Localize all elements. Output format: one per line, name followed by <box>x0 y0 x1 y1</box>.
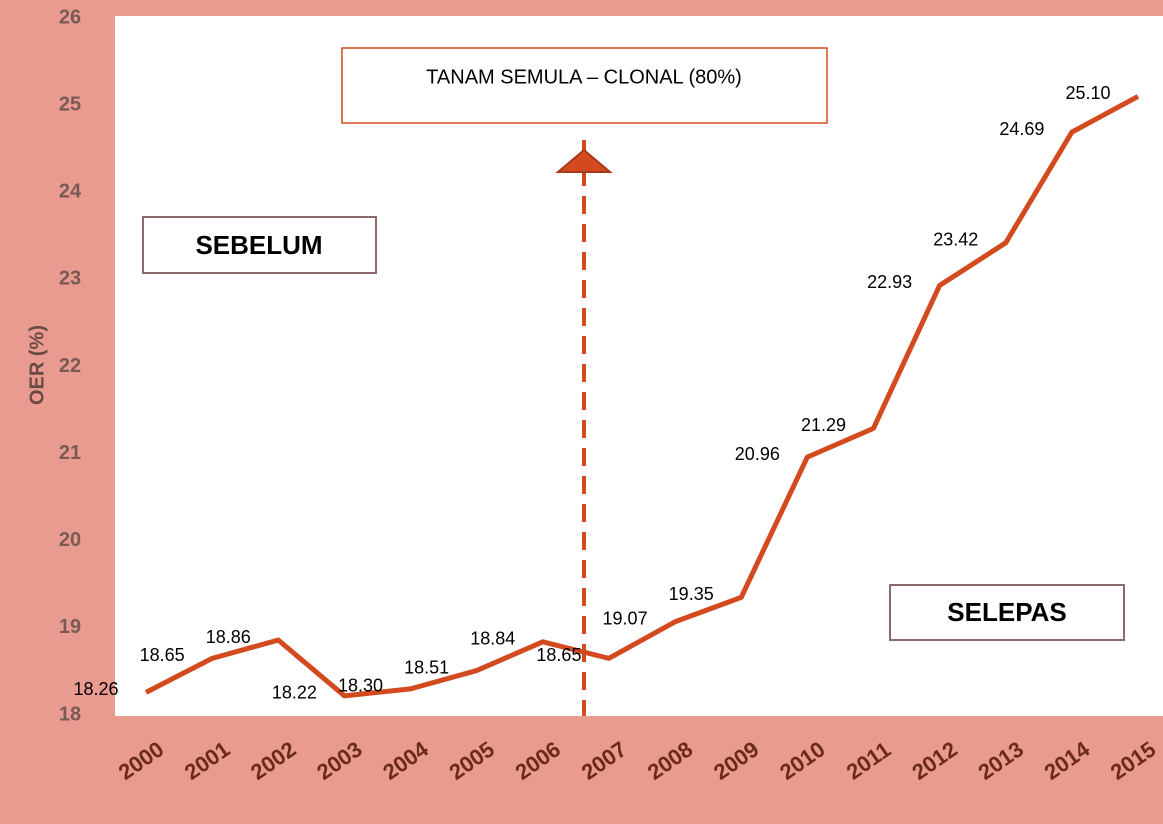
event-box <box>341 47 828 124</box>
before-label: SEBELUM <box>195 230 322 260</box>
y-tick-label: 22 <box>59 355 81 377</box>
y-tick-label: 26 <box>59 6 81 28</box>
after-box <box>889 584 1125 641</box>
data-label: 24.69 <box>999 119 1044 139</box>
data-label: 19.35 <box>669 584 714 604</box>
before-box <box>142 216 377 274</box>
y-tick-label: 25 <box>59 93 81 115</box>
data-label: 18.26 <box>73 679 118 699</box>
event-label: TANAM SEMULA – CLONAL (80%) <box>426 66 742 88</box>
y-tick-label: 24 <box>59 181 82 203</box>
data-label: 18.86 <box>206 627 251 647</box>
data-label: 18.30 <box>338 676 383 696</box>
data-label: 18.65 <box>140 645 185 665</box>
data-label: 18.22 <box>272 683 317 703</box>
data-label: 18.51 <box>404 657 449 677</box>
after-label: SELEPAS <box>947 597 1066 627</box>
data-label: 22.93 <box>867 272 912 292</box>
data-label: 25.10 <box>1065 83 1110 103</box>
data-label: 18.84 <box>470 629 515 649</box>
y-tick-label: 23 <box>59 268 81 290</box>
data-label: 23.42 <box>933 230 978 250</box>
event-arrow <box>555 148 613 173</box>
data-label: 18.65 <box>536 645 581 665</box>
y-axis-label: OER (%) <box>26 325 48 405</box>
data-label: 19.07 <box>603 609 648 629</box>
y-tick-label: 19 <box>59 616 81 638</box>
data-label: 20.96 <box>735 444 780 464</box>
y-tick-label: 21 <box>59 442 81 464</box>
data-line <box>144 94 1140 699</box>
y-tick-label: 18 <box>59 703 81 725</box>
y-tick-label: 20 <box>59 529 81 551</box>
data-label: 21.29 <box>801 415 846 435</box>
